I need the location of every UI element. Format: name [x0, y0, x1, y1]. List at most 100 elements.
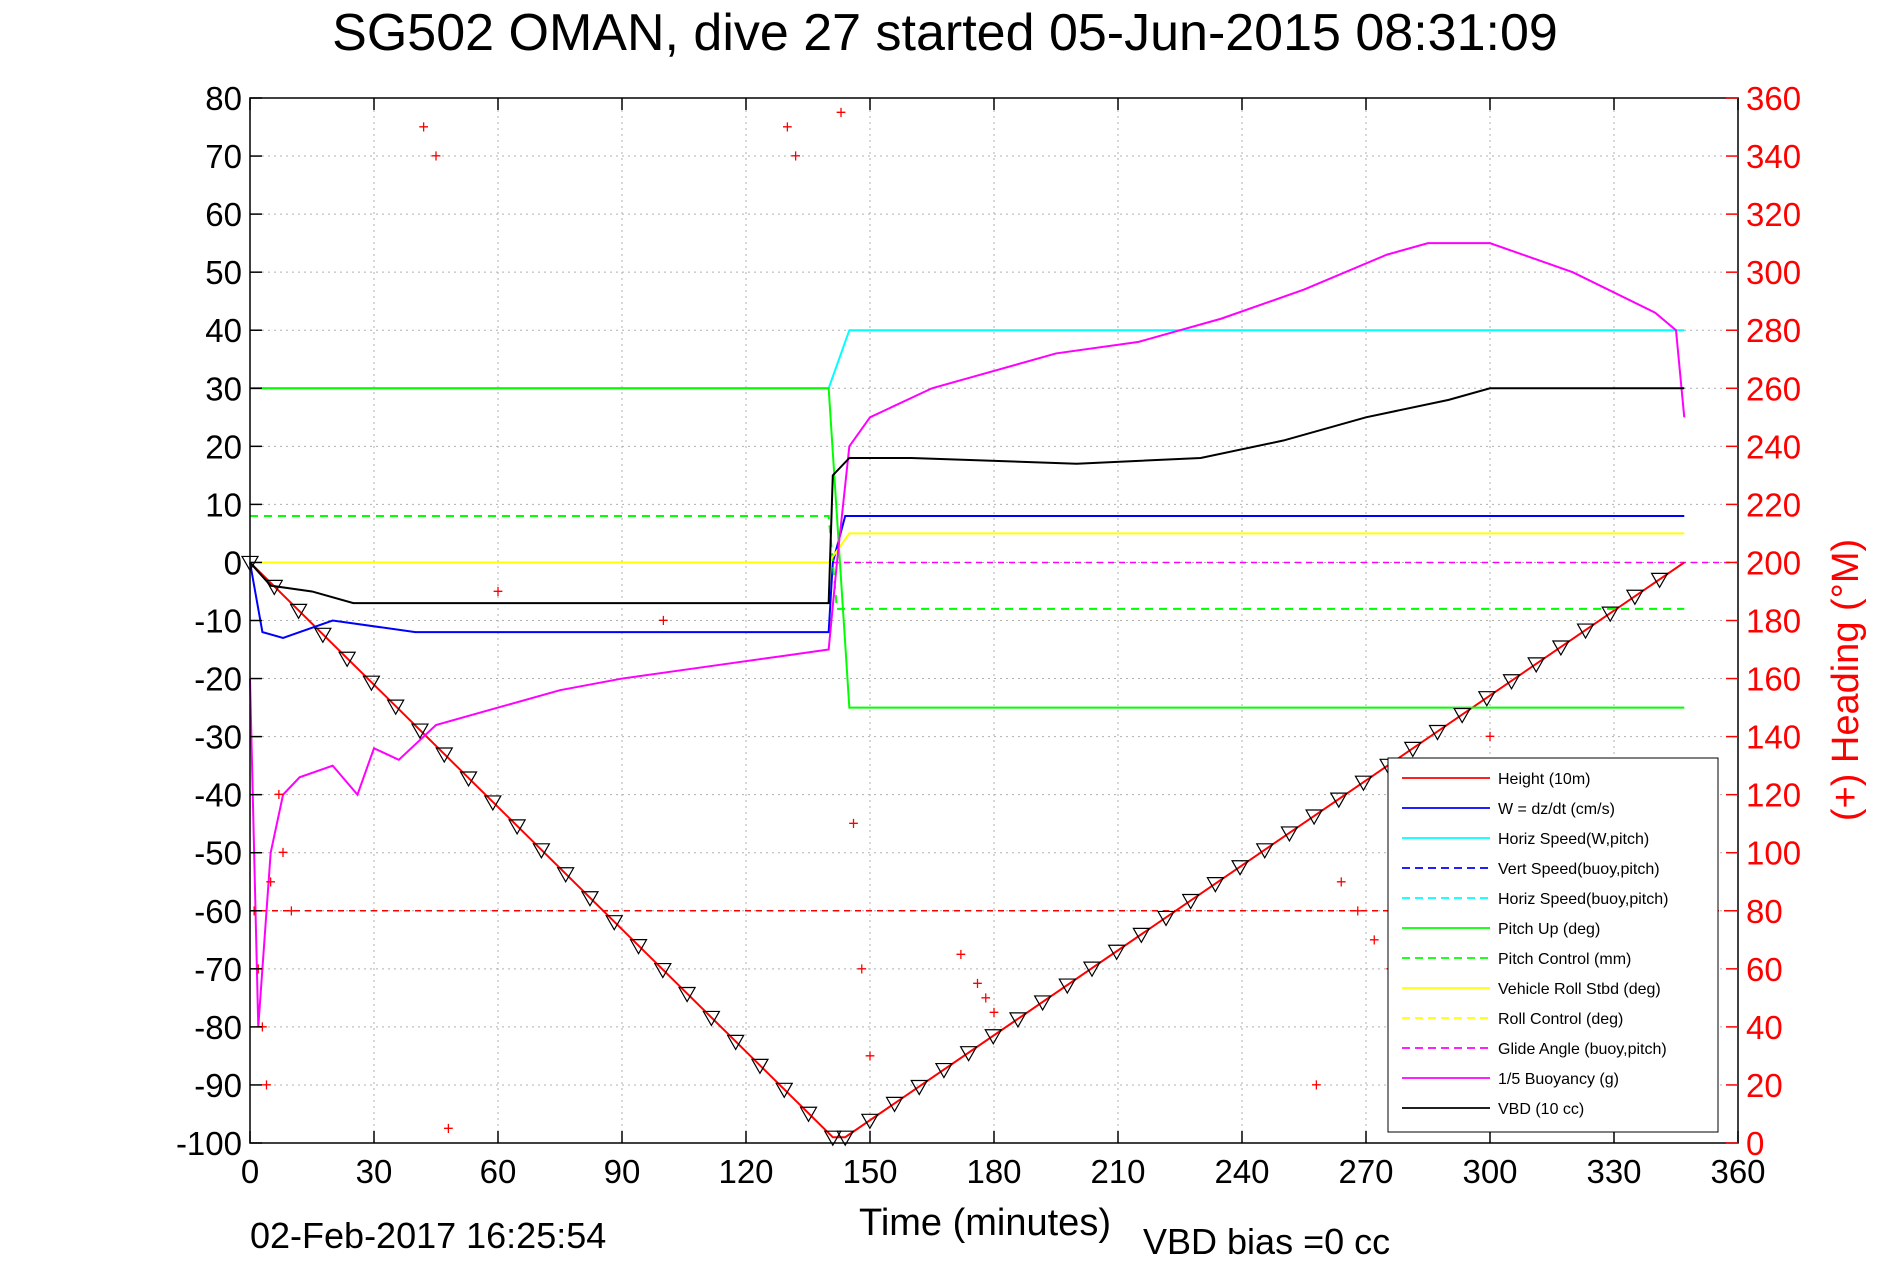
- depth-marker: [508, 819, 527, 836]
- depth-marker: [1206, 877, 1225, 893]
- depth-marker: [629, 939, 648, 955]
- heading-mark: +: [782, 117, 793, 137]
- x-axis-ticks: 0 30 60 90 120 150 180 210 240 270 300 330 360: [241, 98, 1766, 1190]
- right-tick-label: 180: [1746, 603, 1801, 640]
- footer-vbd-bias: VBD bias =0 cc: [1143, 1221, 1390, 1262]
- depth-marker: [653, 962, 672, 979]
- depth-marker: [1502, 674, 1521, 690]
- right-tick-label: 240: [1746, 428, 1801, 465]
- y-tick-label: -40: [194, 777, 242, 814]
- legend-label: Roll Control (deg): [1498, 1011, 1623, 1028]
- y-tick-label: -100: [176, 1125, 242, 1162]
- right-tick-label: 140: [1746, 719, 1801, 756]
- depth-marker: [1058, 978, 1077, 995]
- depth-marker: [556, 867, 575, 883]
- chart-title: SG502 OMAN, dive 27 started 05-Jun-2015 …: [332, 4, 1558, 62]
- right-tick-label: 200: [1746, 544, 1801, 581]
- y-tick-label: 50: [205, 254, 242, 291]
- right-tick-label: 40: [1746, 1009, 1783, 1046]
- footer-timestamp: 02-Feb-2017 16:25:54: [250, 1215, 606, 1256]
- depth-marker: [726, 1034, 745, 1051]
- depth-marker: [1601, 606, 1620, 623]
- legend-label: VBD (10 cc): [1498, 1101, 1584, 1118]
- y-tick-label: -10: [194, 603, 242, 640]
- legend-label: Vert Speed(buoy,pitch): [1498, 861, 1660, 878]
- legend-label: 1/5 Buoyancy (g): [1498, 1071, 1619, 1088]
- depth-marker: [265, 579, 284, 596]
- y-tick-label: 80: [205, 80, 242, 117]
- depth-marker: [605, 915, 624, 931]
- depth-marker: [1576, 623, 1595, 640]
- depth-marker: [410, 723, 430, 740]
- y-tick-label: -90: [194, 1067, 242, 1104]
- y-tick-label: 10: [205, 486, 242, 523]
- depth-marker: [1354, 775, 1373, 792]
- depth-marker: [910, 1079, 929, 1096]
- depth-marker: [823, 1130, 842, 1147]
- y-tick-label: 60: [205, 196, 242, 233]
- heading-mark: +: [1311, 1075, 1322, 1095]
- depth-marker: [1551, 640, 1570, 657]
- depth-marker: [313, 627, 332, 644]
- heading-mark: +: [443, 1118, 454, 1138]
- heading-mark: +: [418, 117, 429, 137]
- depth-marker: [386, 699, 405, 716]
- x-axis-label: Time (minutes): [859, 1202, 1111, 1244]
- depth-marker: [1132, 927, 1151, 944]
- series-w-dz-dt-cm-s: [249, 515, 1685, 639]
- x-tick-label: 330: [1586, 1153, 1641, 1190]
- depth-marker: [934, 1062, 953, 1079]
- depth-marker: [959, 1046, 978, 1062]
- right-axis-ticks: 0 20 40 60 80 100 120 140 160 180 200 220 240 260 280 3…: [1726, 80, 1801, 1162]
- right-tick-label: 340: [1746, 138, 1801, 175]
- depth-marker: [1033, 995, 1052, 1012]
- right-tick-label: 80: [1746, 893, 1783, 930]
- heading-mark: +: [956, 944, 967, 964]
- right-axis-label: (+) Heading (°M): [1825, 539, 1867, 821]
- x-tick-label: 210: [1090, 1153, 1145, 1190]
- depth-marker: [362, 675, 381, 692]
- right-tick-label: 220: [1746, 486, 1801, 523]
- heading-mark: +: [265, 872, 276, 892]
- right-tick-label: 20: [1746, 1067, 1783, 1104]
- y-tick-label: -60: [194, 893, 242, 930]
- right-tick-label: 100: [1746, 835, 1801, 872]
- heading-mark: +: [286, 901, 297, 921]
- y-axis-ticks: -100-90-80-70-60-50-40-30-20-10010203040…: [176, 80, 262, 1162]
- right-tick-label: 280: [1746, 312, 1801, 349]
- x-tick-label: 270: [1338, 1153, 1393, 1190]
- depth-marker: [435, 747, 454, 764]
- depth-marker: [860, 1113, 879, 1130]
- heading-mark: +: [848, 814, 859, 834]
- depth-marker: [1625, 589, 1644, 606]
- y-tick-label: -30: [194, 719, 242, 756]
- heading-mark: +: [658, 611, 669, 631]
- x-tick-label: 360: [1710, 1153, 1765, 1190]
- legend-label: Vehicle Roll Stbd (deg): [1498, 981, 1661, 998]
- depth-marker: [338, 651, 357, 668]
- heading-mark: +: [274, 785, 285, 805]
- heading-mark: +: [1369, 930, 1380, 950]
- depth-marker: [750, 1058, 769, 1075]
- depth-marker: [580, 891, 600, 907]
- heading-mark: +: [278, 843, 289, 863]
- depth-marker: [1428, 724, 1447, 741]
- depth-marker: [1107, 944, 1126, 961]
- heading-mark: +: [1336, 872, 1347, 892]
- x-tick-label: 60: [480, 1153, 517, 1190]
- right-tick-label: 320: [1746, 196, 1801, 233]
- y-tick-label: 40: [205, 312, 242, 349]
- depth-marker: [289, 603, 308, 620]
- series-layer: [249, 242, 1686, 1139]
- depth-marker: [1082, 961, 1102, 978]
- heading-mark: +: [1352, 901, 1363, 921]
- depth-marker: [1403, 741, 1422, 758]
- heading-mark: +: [493, 581, 504, 601]
- heading-mark: +: [856, 959, 867, 979]
- legend-label: Horiz Speed(buoy,pitch): [1498, 891, 1668, 908]
- y-tick-label: -50: [194, 835, 242, 872]
- x-tick-label: 150: [842, 1153, 897, 1190]
- right-tick-label: 0: [1746, 1125, 1764, 1162]
- legend: Height (10m) W = dz/dt (cm/s) Horiz Speed(…: [1387, 757, 1719, 1133]
